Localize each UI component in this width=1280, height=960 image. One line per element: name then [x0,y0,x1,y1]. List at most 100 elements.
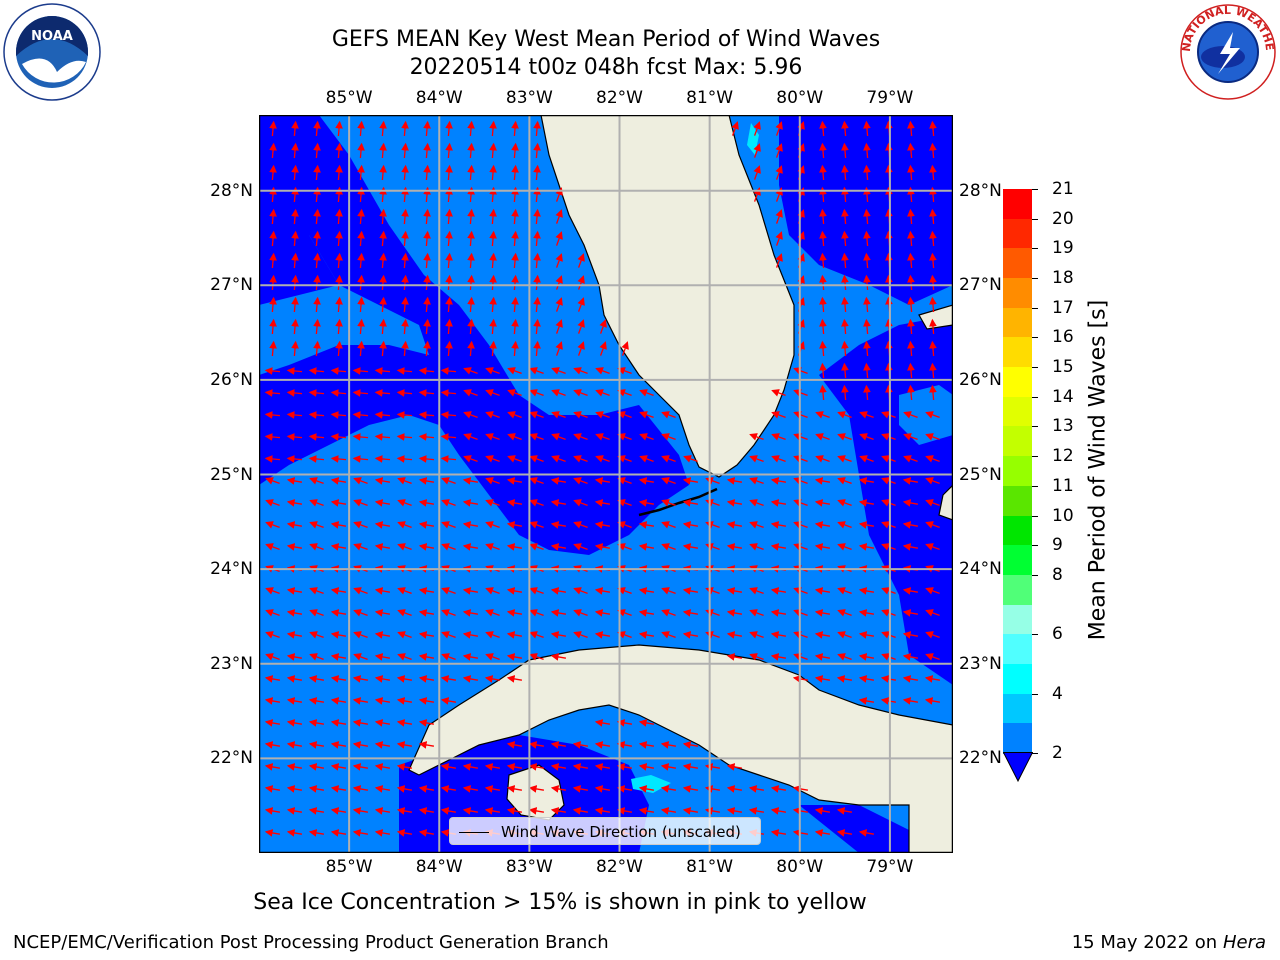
wave-arrow-664 [484,675,501,683]
wave-arrow-364 [507,455,522,463]
wave-arrow-551 [573,587,588,595]
wave-arrow-335 [485,433,500,441]
wave-arrow-666 [792,675,809,683]
lon-label-bottom-3: 82°W [596,857,643,877]
wave-arrow-480 [374,543,391,551]
wave-arrow-728 [594,763,611,771]
wave-arrow-226 [313,340,321,357]
wave-arrow-204 [335,318,343,335]
wave-arrow-223 [929,318,937,335]
wave-arrow-678 [374,697,391,705]
wave-arrow-280 [440,389,457,397]
wave-arrow-557 [705,587,720,595]
wave-arrow-419 [397,499,412,507]
wave-arrow-465 [726,521,743,529]
lon-label-top-1: 84°W [415,88,463,108]
wave-arrow-721 [440,763,457,771]
wave-arrow-487 [529,543,544,551]
wave-arrow-471 [858,521,875,529]
colorbar-tick-1: 20 [1052,208,1074,229]
colorbar-tick-7: 14 [1052,386,1074,407]
lon-label-bottom-0: 85°W [325,857,373,877]
wave-arrow-546 [462,587,479,595]
wave-arrow-300 [308,411,325,419]
wave-arrow-779 [682,807,699,815]
wave-arrow-577 [462,609,479,617]
wave-arrow-413 [265,499,280,507]
lon-label-bottom-2: 83°W [505,857,553,877]
wave-arrow-553 [617,587,632,595]
colorbar-tick-10: 11 [1052,475,1074,496]
wave-arrow-329 [352,433,369,441]
wave-arrow-576 [441,609,456,617]
wave-arrow-396 [573,477,588,485]
wave-arrow-168 [511,274,519,291]
wave-arrow-33 [489,142,497,159]
colorbar-segment-7 [1003,396,1032,428]
wave-arrow-232 [445,340,453,357]
wave-arrow-122 [489,230,497,247]
wave-arrow-197 [863,296,871,313]
wave-arrow-246 [907,340,915,357]
wave-arrow-119 [423,230,431,247]
wave-arrow-452 [441,521,456,529]
wave-arrow-547 [485,587,500,595]
wave-arrow-104 [775,209,783,224]
wave-arrow-701 [352,741,369,749]
wave-arrow-352 [925,433,940,441]
wave-arrow-304 [396,411,413,419]
wave-arrow-312 [573,411,588,419]
wave-arrow-279 [418,389,435,397]
wave-arrow-733 [704,763,721,771]
wave-arrow-366 [551,455,566,463]
wave-arrow-44 [929,142,937,159]
wave-arrow-423 [485,499,500,507]
wave-arrow-261 [551,367,566,375]
land-cuba [408,644,954,854]
wave-arrow-171 [577,275,585,290]
wave-arrow-769 [462,807,479,815]
wave-arrow-391 [462,477,479,485]
colorbar-tickmark-8 [1032,426,1038,428]
wave-arrow-752 [638,785,655,793]
wave-arrow-543 [397,587,412,595]
wave-arrow-244 [863,340,871,357]
wave-arrow-780 [704,807,721,815]
wave-arrow-113 [291,230,299,247]
colorbar-tick-11: 10 [1052,505,1074,526]
wave-arrow-756 [726,785,743,793]
wave-arrow-377 [837,455,852,463]
wave-arrow-29 [401,142,409,159]
wave-arrow-481 [397,543,412,551]
wave-arrow-411 [902,477,919,485]
wave-arrow-235 [511,340,519,357]
wave-arrow-696 [638,719,655,727]
wave-arrow-560 [770,587,787,595]
wave-arrow-591 [770,609,787,617]
wave-arrow-360 [418,455,435,463]
wave-arrow-228 [357,340,365,357]
wave-arrow-152 [841,252,849,269]
wave-arrow-475 [265,543,280,551]
wave-arrow-120 [445,230,453,247]
wave-arrow-469 [814,521,831,529]
wave-arrow-494 [682,543,699,551]
wave-arrow-778 [660,807,677,815]
wave-arrow-626 [858,631,875,639]
wave-arrow-183 [357,296,365,313]
wave-arrow-266 [819,362,827,379]
wave-arrow-186 [423,296,431,313]
wave-arrow-754 [682,785,699,793]
wave-arrow-55 [489,164,497,181]
wave-arrow-428 [594,499,611,507]
wave-arrow-422 [462,499,479,507]
wave-arrow-385 [330,477,347,485]
wave-arrow-107 [841,208,849,225]
wave-arrow-362 [463,455,478,463]
wave-arrow-307 [463,411,478,419]
wave-arrow-398 [617,477,632,485]
wave-arrow-317 [771,411,786,419]
wave-arrow-179 [269,296,277,313]
wave-arrow-216 [599,319,607,334]
colorbar-tickmark-9 [1032,456,1038,458]
